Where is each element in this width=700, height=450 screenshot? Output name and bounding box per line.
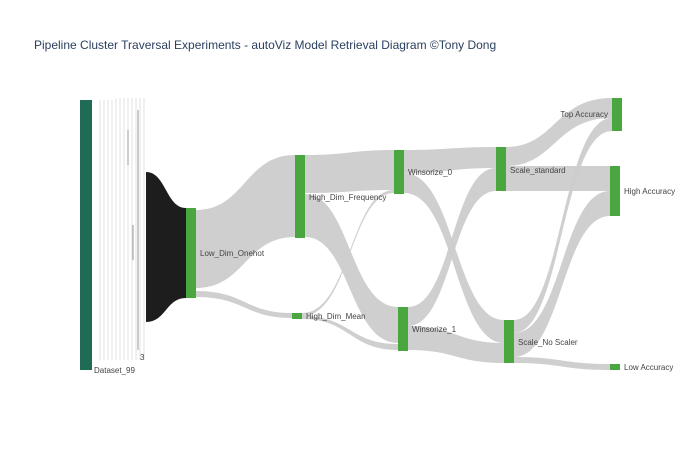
label-high-accuracy: High Accuracy xyxy=(624,187,675,196)
node-scale-no-scaler[interactable] xyxy=(504,320,514,363)
link-winsorize0-to-noscaler xyxy=(404,173,504,343)
link-dataset-to-low-dim-onehot xyxy=(146,172,186,322)
label-winsorize-0: Winsorize_0 xyxy=(408,168,453,177)
link-onehot-to-mean xyxy=(196,291,292,318)
node-labels: Dataset_99 3 Low_Dim_Onehot High_Dim_Fre… xyxy=(94,110,675,375)
label-small-3: 3 xyxy=(140,353,145,362)
label-high-dim-frequency: High_Dim_Frequency xyxy=(309,193,386,202)
node-dataset-99[interactable] xyxy=(80,100,92,370)
link-standard-to-top xyxy=(506,98,612,166)
label-dataset-99: Dataset_99 xyxy=(94,366,135,375)
links xyxy=(146,98,612,370)
label-scale-standard: Scale_standard xyxy=(510,166,566,175)
dataset-tick-nodes xyxy=(127,110,139,350)
nodes xyxy=(80,98,622,370)
link-winsorize0-to-standard xyxy=(404,147,496,173)
link-winsorize1-to-standard xyxy=(408,168,496,326)
node-high-dim-mean[interactable] xyxy=(292,313,302,319)
node-winsorize-1[interactable] xyxy=(398,307,408,351)
link-onehot-to-frequency xyxy=(196,155,295,288)
node-winsorize-0[interactable] xyxy=(394,150,404,194)
label-winsorize-1: Winsorize_1 xyxy=(412,325,457,334)
link-standard-to-high xyxy=(506,166,610,191)
link-noscaler-to-low xyxy=(514,357,610,370)
node-low-dim-onehot[interactable] xyxy=(186,208,196,298)
node-scale-standard[interactable] xyxy=(496,147,506,191)
node-high-accuracy[interactable] xyxy=(610,166,620,216)
node-top-accuracy[interactable] xyxy=(612,98,622,131)
link-noscaler-to-top xyxy=(514,118,612,333)
link-frequency-to-winsorize0 xyxy=(305,150,394,193)
label-high-dim-mean: High_Dim_Mean xyxy=(306,312,366,321)
label-low-dim-onehot: Low_Dim_Onehot xyxy=(200,249,265,258)
label-top-accuracy: Top Accuracy xyxy=(560,110,608,119)
label-low-accuracy: Low Accuracy xyxy=(624,363,673,372)
link-noscaler-to-high xyxy=(514,191,610,357)
link-winsorize1-to-noscaler xyxy=(408,326,504,363)
label-scale-no-scaler: Scale_No Scaler xyxy=(518,338,578,347)
link-mean-to-winsorize1 xyxy=(302,316,398,350)
node-high-dim-frequency[interactable] xyxy=(295,155,305,238)
diagram-title: Pipeline Cluster Traversal Experiments -… xyxy=(34,38,497,52)
dataset-substreams xyxy=(99,98,145,360)
node-low-accuracy[interactable] xyxy=(610,364,620,370)
link-frequency-to-winsorize1 xyxy=(305,194,398,343)
